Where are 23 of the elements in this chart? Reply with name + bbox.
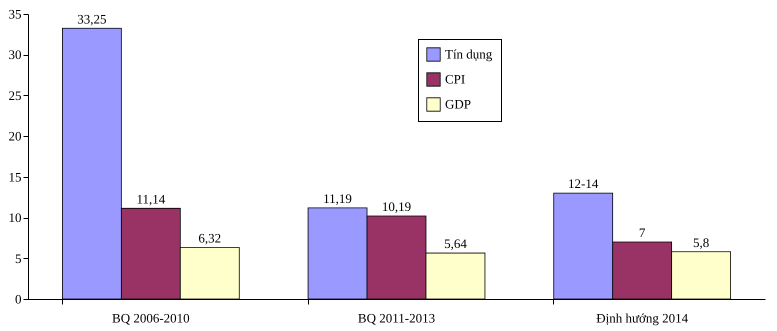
- data-label: 12-14: [568, 176, 599, 192]
- data-label: 6,32: [198, 230, 222, 246]
- data-label: 7: [638, 225, 646, 240]
- y-tick-label: 10: [8, 210, 22, 226]
- data-label: 11,19: [323, 190, 352, 206]
- y-tick-label: 0: [15, 292, 22, 306]
- data-label: 5,64: [444, 236, 468, 252]
- y-tick-label: 35: [8, 6, 22, 22]
- data-label: 11,14: [136, 191, 166, 206]
- y-tick-label: 20: [8, 128, 22, 144]
- legend-label: Tín dụng: [445, 46, 493, 62]
- y-tick-label: 5: [15, 250, 22, 266]
- x-tick-label: BQ 2011-2013: [358, 310, 436, 326]
- y-tick-label: 15: [8, 169, 22, 184]
- x-tick-label: BQ 2006-2010: [112, 310, 190, 326]
- data-label: 5,8: [693, 234, 710, 250]
- y-tick-label: 30: [8, 47, 22, 62]
- data-label: 10,19: [382, 199, 412, 214]
- legend-label: GDP: [445, 96, 472, 112]
- data-label: 33,25: [77, 11, 106, 26]
- y-tick-label: 25: [8, 88, 22, 103]
- legend-label: CPI: [445, 72, 466, 86]
- x-tick-label: Định hướng 2014: [596, 310, 689, 326]
